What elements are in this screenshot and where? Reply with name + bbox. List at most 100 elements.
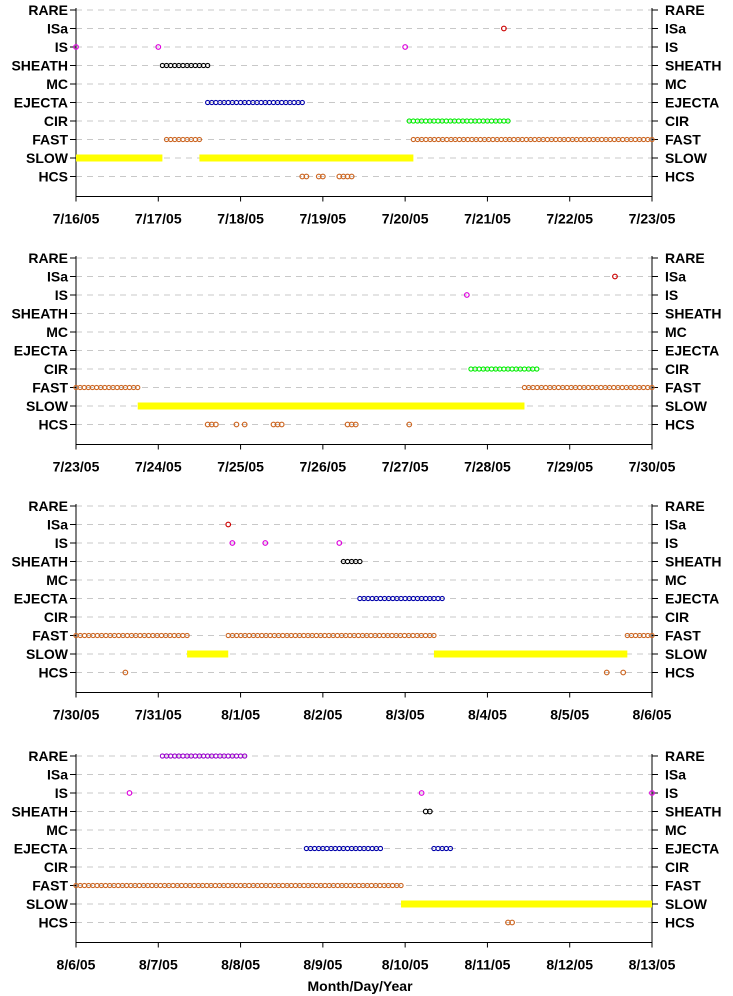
interval-dot	[649, 632, 655, 639]
interval-dot	[555, 384, 562, 391]
point-hcs	[212, 421, 219, 428]
left-label-ejecta: EJECTA	[14, 343, 68, 359]
left-label-rare: RARE	[28, 2, 68, 18]
interval-dot	[280, 632, 286, 639]
x-tick-label: 8/4/05	[468, 707, 507, 723]
interval-dot	[299, 99, 305, 106]
left-label-hcs: HCS	[38, 169, 68, 185]
right-label-hcs: HCS	[665, 915, 695, 931]
left-label-cir: CIR	[44, 859, 68, 875]
x-tick-label: 8/3/05	[386, 707, 425, 723]
left-label-isa: ISa	[47, 517, 68, 533]
left-label-ejecta: EJECTA	[14, 591, 68, 607]
right-label-cir: CIR	[665, 361, 689, 377]
left-label-is: IS	[55, 535, 68, 551]
right-label-slow: SLOW	[665, 150, 708, 166]
interval-dot	[357, 558, 363, 565]
right-label-sheath: SHEATH	[665, 306, 722, 322]
interval-cir	[406, 118, 511, 124]
left-label-sheath: SHEATH	[11, 554, 68, 570]
panel-1: RARE RARE ISa ISa IS IS SHEATH SHEATH MC MC EJECTA…	[11, 2, 721, 227]
right-label-fast: FAST	[665, 380, 701, 396]
interval-dot	[389, 632, 395, 639]
x-tick-label: 7/24/05	[135, 459, 182, 475]
right-label-is: IS	[665, 287, 678, 303]
point-is	[155, 44, 162, 50]
interval-dot	[398, 882, 404, 889]
interval-dot	[599, 136, 605, 143]
point-hcs	[319, 173, 326, 180]
interval-slow	[199, 154, 414, 162]
interval-dot	[620, 136, 626, 143]
right-label-cir: CIR	[665, 609, 689, 625]
left-label-fast: FAST	[32, 628, 68, 644]
interval-dot	[335, 882, 341, 889]
left-label-rare: RARE	[28, 250, 68, 266]
interval-dot	[205, 62, 211, 69]
right-label-hcs: HCS	[665, 665, 695, 681]
interval-dot	[377, 845, 384, 852]
left-label-is: IS	[55, 39, 68, 55]
interval-dot	[532, 136, 538, 143]
interval-rare	[159, 753, 248, 759]
interval-dot	[184, 632, 190, 639]
point-hcs	[620, 669, 627, 676]
right-label-ejecta: EJECTA	[665, 95, 719, 111]
x-tick-label: 8/6/05	[57, 957, 96, 973]
x-tick-label: 7/28/05	[464, 459, 511, 475]
interval-slow	[76, 154, 163, 162]
point-hcs	[122, 669, 129, 676]
interval-dot	[368, 632, 374, 639]
point-is	[402, 44, 409, 50]
interval-dot	[280, 882, 286, 889]
right-label-isa: ISa	[665, 517, 686, 533]
right-label-isa: ISa	[665, 767, 686, 783]
interval-dot	[356, 882, 362, 889]
right-label-hcs: HCS	[665, 417, 695, 433]
interval-dot	[444, 136, 450, 143]
interval-dot	[598, 384, 604, 391]
x-tick-label: 7/30/05	[629, 459, 676, 475]
interval-slow	[433, 650, 628, 658]
interval-dot	[103, 632, 109, 639]
left-label-rare: RARE	[28, 748, 68, 764]
interval-dot	[180, 632, 186, 639]
left-label-ejecta: EJECTA	[14, 95, 68, 111]
right-label-mc: MC	[665, 76, 687, 92]
left-label-slow: SLOW	[26, 398, 69, 414]
interval-dot	[477, 136, 484, 143]
point-is	[649, 790, 655, 796]
point-isa	[500, 25, 507, 32]
left-label-fast: FAST	[32, 380, 68, 396]
interval-dot	[505, 118, 511, 124]
x-tick-label: 7/27/05	[382, 459, 429, 475]
interval-dot	[447, 845, 454, 852]
left-label-slow: SLOW	[26, 150, 69, 166]
x-tick-label: 7/31/05	[135, 707, 182, 723]
interval-dot	[81, 632, 88, 639]
left-label-ejecta: EJECTA	[14, 841, 68, 857]
interval-dot	[102, 882, 109, 889]
interval-ejecta	[357, 595, 445, 602]
left-label-cir: CIR	[44, 609, 68, 625]
left-label-hcs: HCS	[38, 665, 68, 681]
interval-dot	[632, 136, 638, 143]
interval-dot	[565, 136, 571, 143]
point-is	[418, 790, 425, 796]
interval-cir	[468, 366, 540, 372]
interval-dot	[246, 882, 252, 889]
interval-dot	[649, 384, 655, 391]
right-label-ejecta: EJECTA	[665, 343, 719, 359]
right-label-fast: FAST	[665, 878, 701, 894]
x-axis-title: Month/Day/Year	[307, 978, 413, 994]
x-tick-label: 7/26/05	[299, 459, 346, 475]
interval-slow	[187, 650, 229, 658]
interval-fast	[73, 384, 141, 391]
right-label-mc: MC	[665, 822, 687, 838]
x-tick-label: 8/6/05	[633, 707, 672, 723]
interval-dot	[439, 595, 445, 602]
point-hcs	[509, 919, 516, 926]
interval-sheath	[340, 558, 363, 565]
interval-dot	[544, 136, 550, 143]
interval-dot	[456, 136, 463, 143]
